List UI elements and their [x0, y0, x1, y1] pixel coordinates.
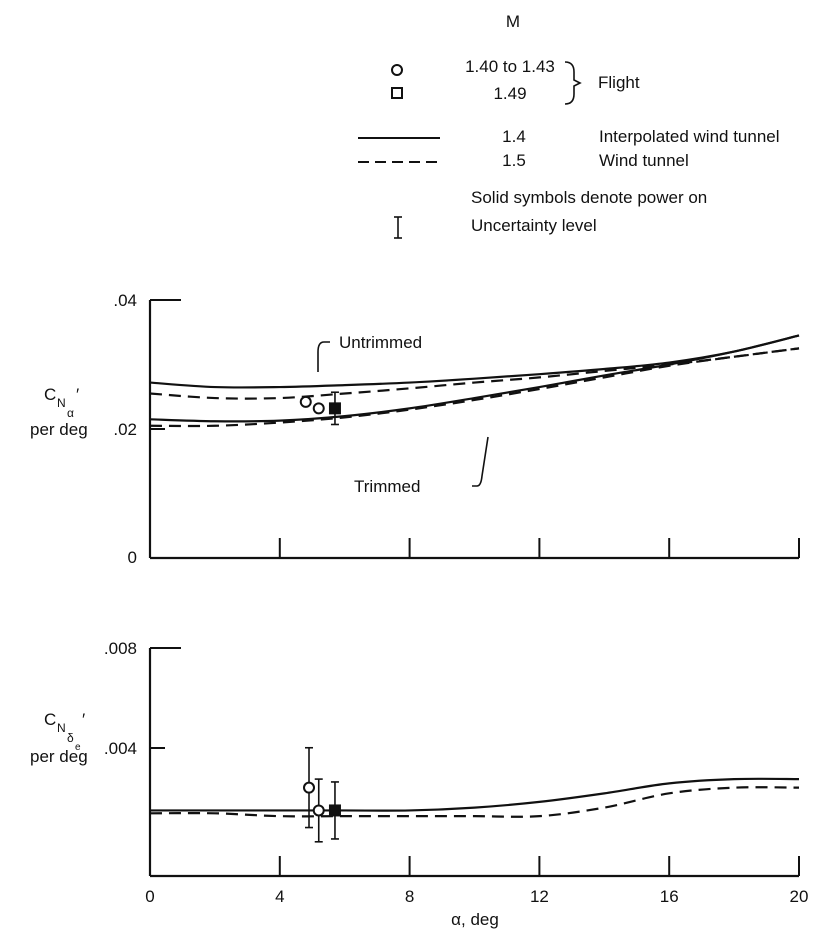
- top-data-point-circle: [312, 402, 325, 415]
- x-tick-label: 16: [660, 887, 679, 906]
- legend-entry-square-mach: 1.49: [493, 84, 526, 103]
- legend-uncertainty-symbol: [394, 216, 402, 239]
- bottom-ylabel-c: C: [44, 710, 56, 729]
- top-axes: [148, 299, 800, 560]
- annotation-untrimmed-label: Untrimmed: [339, 333, 422, 352]
- bottom-x-ticks: [278, 856, 671, 876]
- bottom-ylabel-n: N: [57, 721, 66, 735]
- bottom-ytick-label: .004: [104, 739, 137, 758]
- top-series-dashed-untrimmed: [149, 347, 800, 400]
- top-data-point-circle: [299, 395, 312, 408]
- top-y-axis-label: C N α ′ per deg: [30, 385, 88, 439]
- bottom-ylabel-delta: δ: [67, 731, 74, 745]
- x-tick-label: 4: [275, 887, 284, 906]
- legend-flight-brace: [564, 61, 582, 105]
- bottom-points-group: [303, 746, 341, 843]
- top-ylabel-c: C: [44, 385, 56, 404]
- bottom-data-point-circle: [312, 804, 325, 817]
- x-tick-label: 0: [145, 887, 154, 906]
- x-tick-labels: 0 4 8 12 16 20: [145, 887, 808, 906]
- legend-line-solid-label: Interpolated wind tunnel: [599, 127, 780, 146]
- annotation-trimmed-label: Trimmed: [354, 477, 420, 496]
- top-x-ticks: [278, 538, 671, 558]
- bottom-data-point-circle: [303, 781, 316, 794]
- top-series-group: [149, 334, 800, 428]
- top-ylabel-prime: ′: [76, 385, 79, 404]
- legend-circle-symbol: [391, 64, 403, 76]
- legend-line-dashed-mach: 1.5: [502, 151, 526, 170]
- legend: M 1.40 to 1.43 1.49 Flight 1.4 Interpola…: [358, 12, 780, 239]
- legend-note-uncertainty: Uncertainty level: [471, 216, 597, 235]
- legend-note-solid-symbols: Solid symbols denote power on: [471, 188, 707, 207]
- legend-line-dashed-label: Wind tunnel: [599, 151, 689, 170]
- legend-mach-header: M: [506, 12, 520, 31]
- bottom-ytick-label: .008: [104, 639, 137, 658]
- annotation-untrimmed: Untrimmed: [317, 333, 422, 372]
- top-series-solid-trimmed: [149, 334, 800, 423]
- top-points-group: [299, 391, 341, 426]
- x-tick-label: 8: [405, 887, 414, 906]
- legend-entry-circle-mach: 1.40 to 1.43: [465, 57, 555, 76]
- bottom-series-solid: [149, 777, 800, 812]
- top-ytick-label: 0: [128, 548, 137, 567]
- bottom-axes: [148, 647, 800, 878]
- top-ylabel-unit: per deg: [30, 420, 88, 439]
- bottom-data-point-square: [328, 804, 341, 817]
- bottom-ylabel-e: e: [75, 742, 81, 753]
- bottom-y-axis-label: C N δ e ′ per deg: [30, 710, 88, 766]
- legend-square-symbol: [391, 87, 403, 99]
- legend-flight-label: Flight: [598, 73, 640, 92]
- x-tick-label: 20: [790, 887, 809, 906]
- bottom-series-dashed: [149, 786, 800, 818]
- top-ylabel-n: N: [57, 396, 66, 410]
- legend-line-solid-mach: 1.4: [502, 127, 526, 146]
- top-series-dashed-trimmed: [149, 347, 800, 428]
- top-ytick-label: .02: [113, 420, 137, 439]
- x-tick-label: 12: [530, 887, 549, 906]
- annotation-trimmed: Trimmed: [354, 436, 489, 496]
- bottom-ylabel-prime: ′: [82, 710, 85, 729]
- bottom-series-group: [149, 777, 800, 818]
- bottom-panel: .008 .004 C N δ e ′ per deg 0 4 8 12 16 20 α,…: [30, 639, 808, 929]
- top-ylabel-alpha: α: [67, 406, 74, 420]
- top-panel: .04 .02 0 C N α ′ per deg Untrimmed Trim…: [30, 291, 800, 567]
- top-ytick-label: .04: [113, 291, 137, 310]
- bottom-ylabel-unit: per deg: [30, 747, 88, 766]
- top-data-point-square: [328, 402, 341, 415]
- x-axis-label: α, deg: [451, 910, 499, 929]
